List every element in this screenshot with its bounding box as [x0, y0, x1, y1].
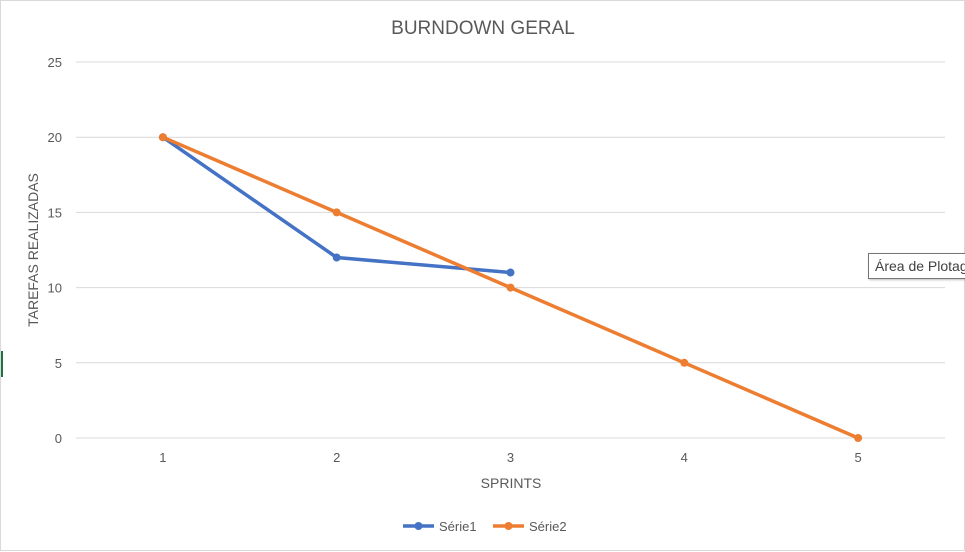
left-edge-marker — [1, 351, 3, 377]
y-tick-label: 0 — [55, 431, 62, 446]
tooltip: Área de Plotagem — [868, 253, 965, 279]
y-tick-label: 20 — [48, 130, 62, 145]
x-tick-label: 4 — [681, 450, 688, 465]
data-point[interactable] — [680, 358, 689, 367]
legend-label-1[interactable]: Série1 — [439, 519, 477, 534]
data-point[interactable] — [332, 208, 341, 217]
y-tick-label: 5 — [55, 356, 62, 371]
x-tick-label: 2 — [333, 450, 340, 465]
data-point[interactable] — [332, 253, 341, 262]
legend[interactable]: Série1 Série2 — [403, 519, 567, 534]
data-point[interactable] — [854, 434, 863, 442]
y-tick-label: 10 — [48, 281, 62, 296]
chart-title[interactable]: BURNDOWN GERAL — [391, 18, 575, 39]
x-tick-label: 1 — [159, 450, 166, 465]
data-point[interactable] — [158, 133, 167, 142]
data-point[interactable] — [506, 268, 515, 277]
legend-marker-1 — [414, 522, 423, 530]
legend-label-2[interactable]: Série2 — [529, 519, 567, 534]
y-tick-label: 25 — [48, 55, 62, 70]
data-point[interactable] — [506, 283, 515, 292]
x-axis-label[interactable]: SPRINTS — [481, 475, 542, 491]
y-tick-label: 15 — [48, 205, 62, 220]
x-tick-label: 3 — [507, 450, 514, 465]
legend-marker-2 — [504, 522, 513, 530]
series-line-1[interactable] — [161, 135, 513, 275]
y-axis-label[interactable]: TAREFAS REALIZADAS — [25, 173, 41, 327]
x-tick-label: 5 — [854, 450, 861, 465]
